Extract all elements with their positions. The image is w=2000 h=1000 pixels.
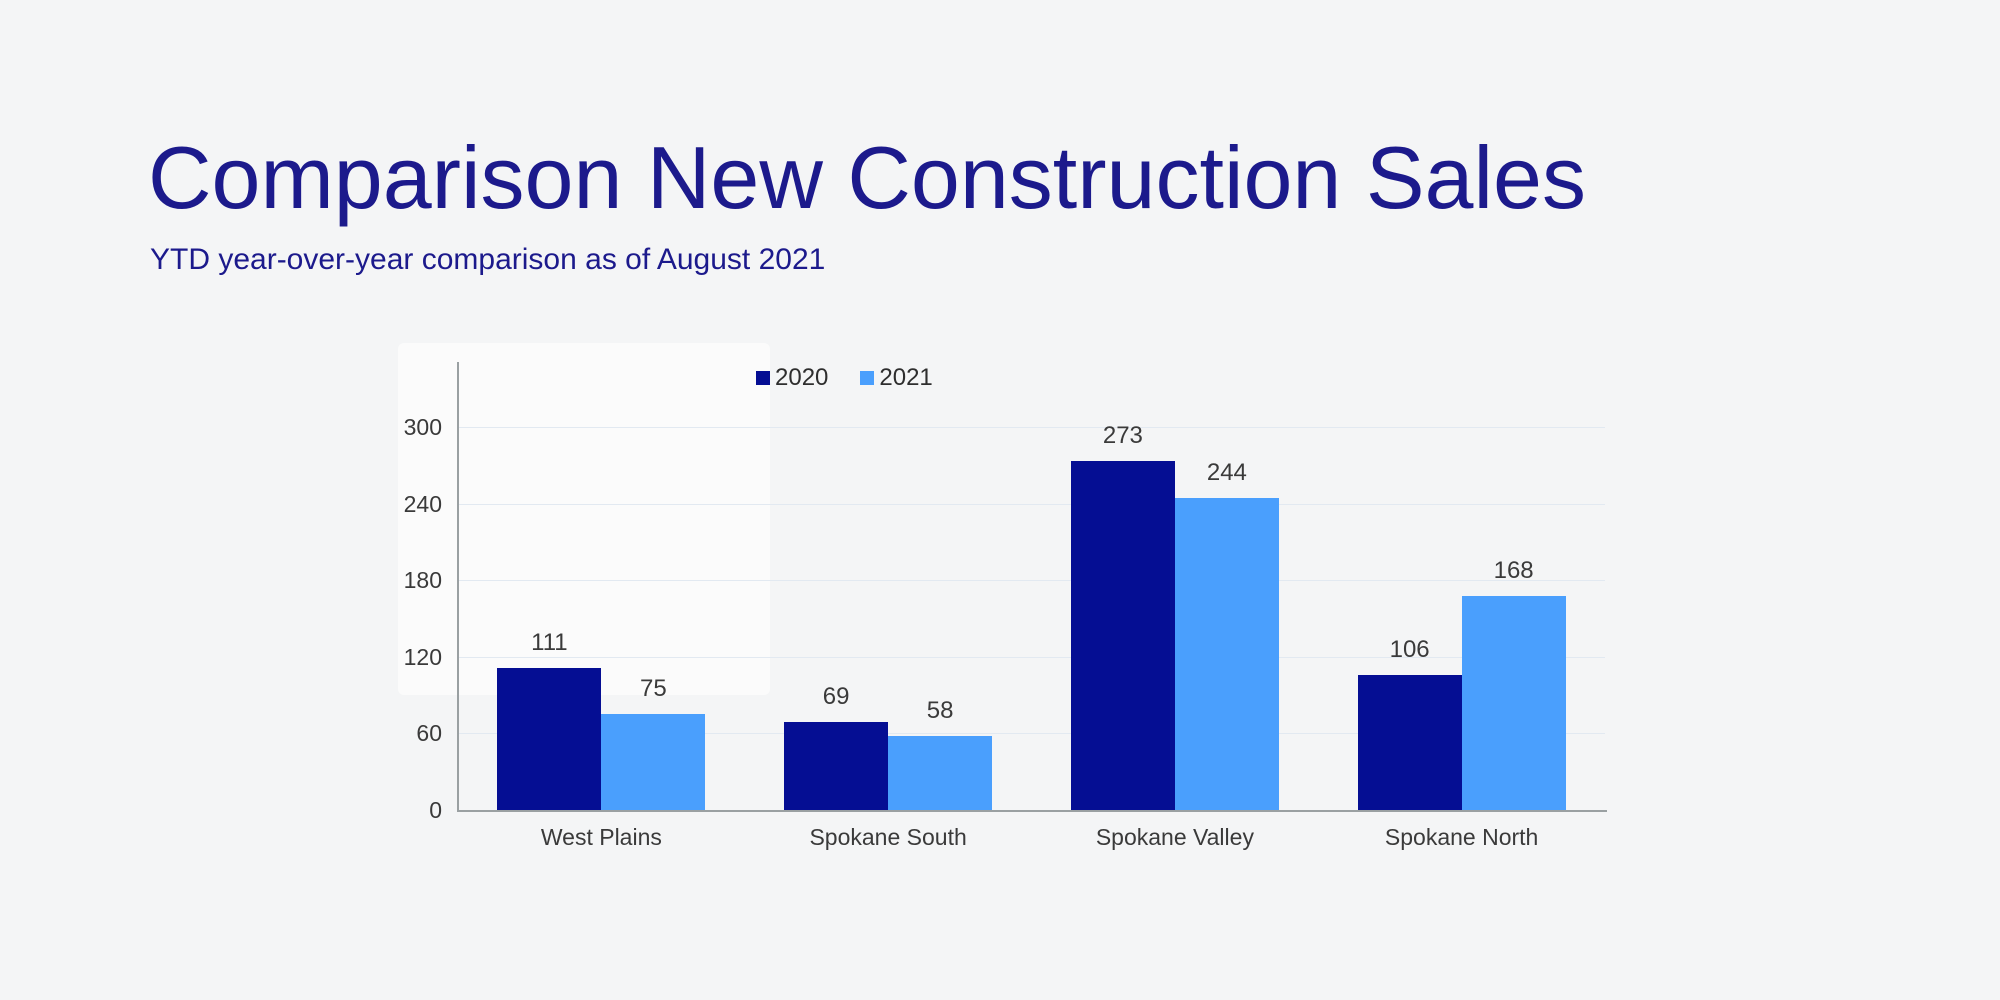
bar-2020-spokane-north — [1357, 674, 1462, 810]
value-label-2021-spokane-valley: 244 — [1206, 459, 1247, 487]
value-label-2020-spokane-north: 106 — [1389, 635, 1430, 663]
bar-2021-spokane-south — [888, 735, 993, 810]
gridline-120 — [458, 656, 1605, 658]
y-tick-label-120: 120 — [403, 643, 442, 670]
x-axis-line — [457, 810, 1607, 812]
bar-2020-spokane-south — [784, 721, 889, 810]
bar-2020-spokane-valley — [1070, 461, 1175, 810]
y-tick-label-0: 0 — [429, 797, 442, 823]
legend-item-2021: 2021 — [860, 364, 933, 391]
gridline-300 — [458, 427, 1605, 428]
value-label-2021-spokane-north: 168 — [1493, 556, 1534, 584]
chart-legend: 2020 2021 — [756, 366, 933, 390]
legend-item-2020: 2020 — [756, 366, 828, 390]
value-label-2021-west-plains: 75 — [640, 675, 667, 703]
x-tick-label-spokane-north: Spokane North — [1384, 824, 1539, 850]
bar-2020-west-plains — [497, 668, 602, 810]
legend-swatch-2020 — [756, 371, 770, 385]
x-tick-label-spokane-valley: Spokane Valley — [1095, 824, 1254, 850]
y-tick-label-180: 180 — [403, 567, 442, 594]
bar-2021-spokane-north — [1461, 595, 1566, 810]
value-label-2020-spokane-valley: 273 — [1102, 422, 1143, 450]
legend-label-2021: 2021 — [879, 364, 933, 391]
gridline-180 — [458, 580, 1605, 582]
gridline-60 — [458, 733, 1605, 735]
value-label-2020-west-plains: 111 — [531, 629, 568, 657]
y-tick-label-240: 240 — [403, 490, 442, 517]
page-subtitle: YTD year-over-year comparison as of Augu… — [150, 243, 826, 276]
value-label-2020-spokane-south: 69 — [822, 682, 850, 710]
plot-highlight-panel — [398, 343, 770, 695]
x-tick-label-west-plains: West Plains — [540, 824, 662, 850]
bar-2021-spokane-valley — [1174, 498, 1279, 810]
bar-2021-west-plains — [601, 714, 706, 810]
value-label-2021-spokane-south: 58 — [926, 696, 954, 724]
legend-swatch-2021 — [860, 371, 875, 385]
y-tick-label-60: 60 — [416, 720, 442, 747]
gridline-240 — [458, 503, 1605, 505]
y-tick-label-300: 300 — [403, 414, 442, 440]
x-tick-label-spokane-south: Spokane South — [809, 824, 967, 850]
page-title: Comparison New Construction Sales — [148, 128, 1586, 227]
legend-label-2020: 2020 — [775, 364, 829, 391]
y-axis-line — [457, 362, 459, 811]
